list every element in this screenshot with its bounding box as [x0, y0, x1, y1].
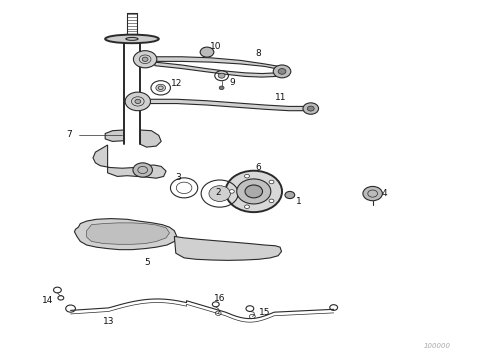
Text: 4: 4: [382, 189, 387, 198]
Text: 3: 3: [175, 173, 181, 182]
Text: 7: 7: [66, 130, 72, 139]
Text: 13: 13: [103, 316, 114, 325]
Text: 16: 16: [214, 294, 225, 303]
Polygon shape: [155, 57, 282, 70]
Circle shape: [245, 174, 249, 178]
Text: 9: 9: [229, 78, 235, 87]
Circle shape: [363, 186, 382, 201]
Circle shape: [156, 84, 166, 91]
Text: 100000: 100000: [424, 343, 451, 349]
Circle shape: [142, 57, 148, 62]
Polygon shape: [93, 145, 166, 178]
Circle shape: [278, 68, 286, 74]
Circle shape: [229, 190, 234, 193]
Polygon shape: [155, 62, 282, 77]
Circle shape: [225, 171, 282, 212]
Text: 2: 2: [216, 188, 221, 197]
Ellipse shape: [105, 35, 159, 43]
Circle shape: [269, 180, 274, 184]
Circle shape: [269, 199, 274, 203]
Text: 14: 14: [42, 296, 53, 305]
Text: 11: 11: [275, 93, 287, 102]
Polygon shape: [174, 237, 282, 260]
Circle shape: [209, 186, 230, 202]
Circle shape: [245, 185, 263, 198]
Circle shape: [219, 86, 224, 90]
Circle shape: [135, 99, 141, 104]
Text: 15: 15: [259, 309, 270, 318]
Circle shape: [218, 73, 225, 78]
Circle shape: [200, 47, 214, 57]
Circle shape: [245, 205, 249, 208]
Circle shape: [237, 179, 271, 204]
Text: 6: 6: [256, 163, 262, 172]
Circle shape: [285, 192, 294, 199]
Text: 5: 5: [145, 258, 150, 267]
Text: 10: 10: [210, 41, 221, 50]
Polygon shape: [105, 130, 123, 141]
Circle shape: [303, 103, 318, 114]
Circle shape: [307, 106, 314, 111]
Polygon shape: [74, 219, 177, 249]
Polygon shape: [148, 99, 311, 111]
Text: 12: 12: [171, 79, 182, 88]
Text: 1: 1: [296, 197, 301, 206]
Text: 8: 8: [256, 49, 262, 58]
Circle shape: [273, 65, 291, 78]
Polygon shape: [140, 130, 161, 147]
Circle shape: [133, 51, 157, 68]
Circle shape: [125, 92, 150, 111]
Circle shape: [133, 163, 152, 177]
Polygon shape: [87, 223, 170, 244]
